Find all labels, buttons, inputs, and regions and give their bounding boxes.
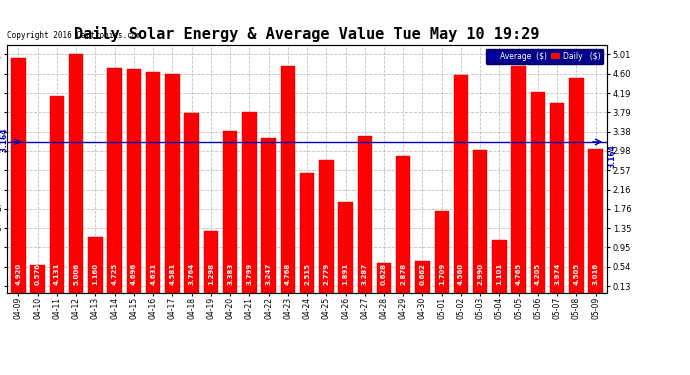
Text: 3.287: 3.287 xyxy=(362,263,368,285)
Legend: Average  ($), Daily   ($): Average ($), Daily ($) xyxy=(486,49,603,64)
Text: 4.581: 4.581 xyxy=(169,263,175,285)
Bar xyxy=(492,240,506,292)
Text: 3.164: 3.164 xyxy=(607,144,616,168)
Bar xyxy=(550,104,564,292)
Text: 0.576: 0.576 xyxy=(34,263,41,285)
Text: 2.515: 2.515 xyxy=(304,264,310,285)
Bar xyxy=(88,237,103,292)
Text: 3.383: 3.383 xyxy=(227,263,233,285)
Text: 3.974: 3.974 xyxy=(554,263,560,285)
Bar xyxy=(300,173,314,292)
Bar xyxy=(108,68,122,292)
Bar xyxy=(338,202,353,292)
Text: 0.662: 0.662 xyxy=(420,264,426,285)
Bar xyxy=(223,132,237,292)
Bar xyxy=(454,75,469,292)
Bar xyxy=(415,261,430,292)
Bar xyxy=(435,211,449,292)
Bar xyxy=(127,69,141,292)
Bar xyxy=(473,150,487,292)
Text: 2.878: 2.878 xyxy=(400,263,406,285)
Text: 0.628: 0.628 xyxy=(381,263,387,285)
Text: 4.560: 4.560 xyxy=(458,263,464,285)
Text: 4.768: 4.768 xyxy=(285,263,290,285)
Text: 3.799: 3.799 xyxy=(246,263,253,285)
Text: 3.164: 3.164 xyxy=(0,129,9,155)
Bar xyxy=(204,231,218,292)
Text: 4.505: 4.505 xyxy=(573,263,580,285)
Text: 4.696: 4.696 xyxy=(131,263,137,285)
Text: 4.725: 4.725 xyxy=(112,263,118,285)
Bar xyxy=(165,75,179,292)
Bar xyxy=(396,156,411,292)
Bar xyxy=(511,66,526,292)
Bar xyxy=(146,72,160,292)
Text: 4.131: 4.131 xyxy=(54,263,60,285)
Bar xyxy=(589,149,603,292)
Text: 3.764: 3.764 xyxy=(188,263,195,285)
Text: Copyright 2016 Cartronics.com: Copyright 2016 Cartronics.com xyxy=(7,31,141,40)
Bar xyxy=(242,112,257,292)
Bar xyxy=(262,138,276,292)
Bar xyxy=(184,113,199,292)
Bar xyxy=(357,136,372,292)
Text: 1.709: 1.709 xyxy=(439,263,445,285)
Bar xyxy=(281,66,295,292)
Text: 5.006: 5.006 xyxy=(73,263,79,285)
Bar xyxy=(531,92,545,292)
Text: 1.101: 1.101 xyxy=(496,263,502,285)
Text: 4.765: 4.765 xyxy=(515,263,522,285)
Bar xyxy=(50,96,64,292)
Text: 3.247: 3.247 xyxy=(266,263,272,285)
Bar xyxy=(69,54,83,292)
Text: 3.016: 3.016 xyxy=(593,263,599,285)
Text: 1.160: 1.160 xyxy=(92,263,99,285)
Bar xyxy=(377,262,391,292)
Bar xyxy=(319,160,333,292)
Text: 1.891: 1.891 xyxy=(342,263,348,285)
Bar xyxy=(569,78,584,292)
Text: 2.990: 2.990 xyxy=(477,263,483,285)
Text: 4.920: 4.920 xyxy=(15,263,21,285)
Bar xyxy=(30,265,45,292)
Bar xyxy=(11,58,26,292)
Text: 4.631: 4.631 xyxy=(150,263,156,285)
Text: 2.779: 2.779 xyxy=(324,263,329,285)
Text: 1.298: 1.298 xyxy=(208,263,214,285)
Title: Daily Solar Energy & Average Value Tue May 10 19:29: Daily Solar Energy & Average Value Tue M… xyxy=(75,27,540,42)
Text: 4.205: 4.205 xyxy=(535,263,541,285)
